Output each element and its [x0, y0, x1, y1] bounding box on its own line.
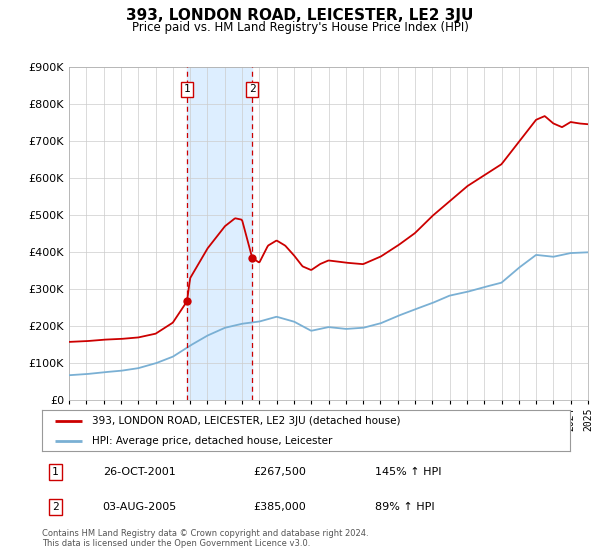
Text: Price paid vs. HM Land Registry's House Price Index (HPI): Price paid vs. HM Land Registry's House … — [131, 21, 469, 34]
Text: £385,000: £385,000 — [253, 502, 306, 512]
Text: Contains HM Land Registry data © Crown copyright and database right 2024.: Contains HM Land Registry data © Crown c… — [42, 529, 368, 538]
Text: 393, LONDON ROAD, LEICESTER, LE2 3JU: 393, LONDON ROAD, LEICESTER, LE2 3JU — [127, 8, 473, 24]
Text: 2: 2 — [249, 85, 256, 95]
Text: 1: 1 — [184, 85, 190, 95]
Text: HPI: Average price, detached house, Leicester: HPI: Average price, detached house, Leic… — [92, 436, 332, 446]
Text: 03-AUG-2005: 03-AUG-2005 — [103, 502, 177, 512]
Text: This data is licensed under the Open Government Licence v3.0.: This data is licensed under the Open Gov… — [42, 539, 310, 548]
Text: 89% ↑ HPI: 89% ↑ HPI — [374, 502, 434, 512]
Text: 145% ↑ HPI: 145% ↑ HPI — [374, 467, 441, 477]
Bar — [187, 67, 252, 400]
Text: 26-OCT-2001: 26-OCT-2001 — [103, 467, 175, 477]
Text: 2: 2 — [52, 502, 59, 512]
Text: 393, LONDON ROAD, LEICESTER, LE2 3JU (detached house): 393, LONDON ROAD, LEICESTER, LE2 3JU (de… — [92, 417, 401, 426]
Text: £267,500: £267,500 — [253, 467, 306, 477]
Text: 1: 1 — [52, 467, 59, 477]
